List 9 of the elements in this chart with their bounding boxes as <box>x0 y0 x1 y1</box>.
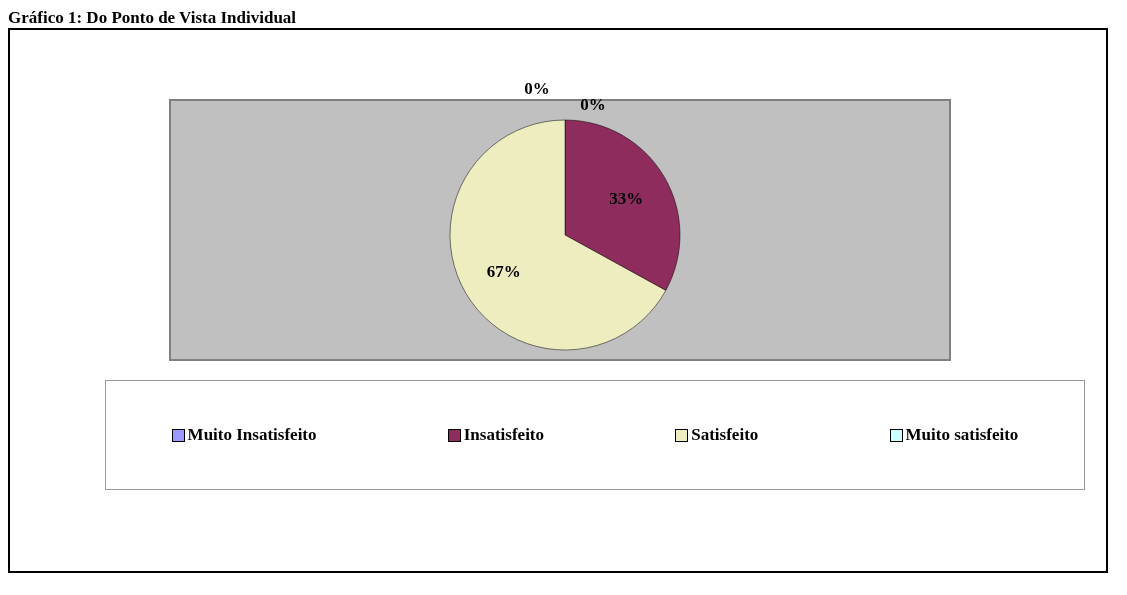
text: 0% <box>580 94 606 114</box>
chart-title: Gráfico 1: Do Ponto de Vista Individual <box>8 8 298 28</box>
legend-label: Insatisfeito <box>463 425 545 445</box>
legend-label: Muito satisfeito <box>905 425 1019 445</box>
text: 0% <box>524 78 550 98</box>
legend-label: Muito Insatisfeito <box>187 425 317 445</box>
data-label: 33% <box>609 189 644 209</box>
legend-label: Satisfeito <box>691 425 759 445</box>
data-label: 67% <box>486 261 521 281</box>
